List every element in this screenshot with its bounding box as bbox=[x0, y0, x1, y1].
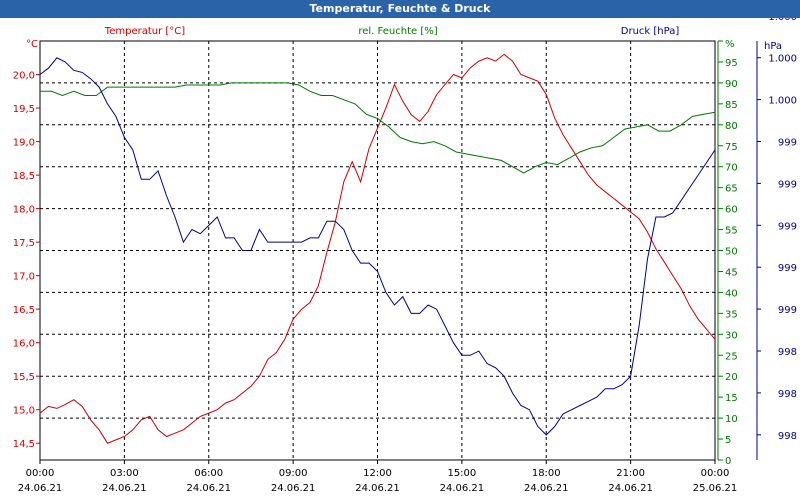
temp-tick-label: 14,5 bbox=[13, 439, 35, 450]
humidity-tick-label: 95 bbox=[725, 58, 738, 69]
temp-tick-label: 19,0 bbox=[13, 138, 35, 149]
x-tick-label: 03:00 bbox=[110, 468, 139, 479]
x-date-label: 24.06.21 bbox=[186, 483, 231, 494]
temp-legend: Temperatur [°C] bbox=[104, 26, 185, 37]
x-date-label: 24.06.21 bbox=[18, 483, 63, 494]
humidity-tick-label: 20 bbox=[725, 372, 738, 383]
pressure-legend: Druck [hPa] bbox=[621, 26, 680, 37]
humidity-tick-label: 15 bbox=[725, 393, 738, 404]
humidity-tick-label: 5 bbox=[725, 435, 731, 446]
x-date-label: 24.06.21 bbox=[608, 483, 653, 494]
pressure-tick-label: 998 bbox=[778, 389, 797, 400]
x-tick-label: 00:00 bbox=[701, 468, 730, 479]
pressure-unit-label: hPa bbox=[764, 41, 782, 52]
humidity-tick-label: 35 bbox=[725, 309, 738, 320]
temp-tick-label: 16,0 bbox=[13, 339, 35, 350]
pressure-tick-label: 1.000 bbox=[768, 54, 797, 65]
x-date-label: 24.06.21 bbox=[102, 483, 147, 494]
x-tick-label: 12:00 bbox=[363, 468, 392, 479]
temp-unit-label: °C bbox=[26, 39, 38, 50]
x-tick-label: 09:00 bbox=[279, 468, 308, 479]
temp-tick-label: 17,5 bbox=[13, 238, 35, 249]
x-date-label: 24.06.21 bbox=[271, 483, 316, 494]
temp-tick-label: 15,0 bbox=[13, 406, 35, 417]
humidity-tick-label: 55 bbox=[725, 226, 738, 237]
series-line-humidity bbox=[40, 82, 716, 174]
x-tick-label: 06:00 bbox=[194, 468, 223, 479]
x-date-label: 24.06.21 bbox=[440, 483, 485, 494]
humidity-tick-label: 65 bbox=[725, 184, 738, 195]
temp-tick-label: 18,5 bbox=[13, 171, 35, 182]
temp-tick-label: 19,5 bbox=[13, 104, 35, 115]
pressure-tick-label: 1.000 bbox=[768, 96, 797, 107]
x-date-label: 25.06.21 bbox=[693, 483, 738, 494]
pressure-tick-label: 999 bbox=[778, 263, 797, 274]
humidity-tick-label: 50 bbox=[725, 247, 738, 258]
humidity-tick-label: 60 bbox=[725, 205, 738, 216]
humidity-tick-label: 85 bbox=[725, 100, 738, 111]
x-tick-label: 00:00 bbox=[26, 468, 55, 479]
temp-tick-label: 16,5 bbox=[13, 305, 35, 316]
pressure-tick-label: 998 bbox=[778, 347, 797, 358]
pressure-tick-label: 1.000 bbox=[768, 18, 797, 23]
series-line-pressure bbox=[39, 57, 716, 436]
humidity-tick-label: 90 bbox=[725, 79, 738, 90]
temp-tick-label: 15,5 bbox=[13, 372, 35, 383]
x-tick-label: 18:00 bbox=[532, 468, 561, 479]
x-tick-label: 21:00 bbox=[616, 468, 645, 479]
humidity-tick-label: 10 bbox=[725, 414, 738, 425]
x-date-label: 24.06.21 bbox=[524, 483, 569, 494]
temp-tick-label: 17,0 bbox=[13, 272, 35, 283]
humidity-tick-label: 45 bbox=[725, 267, 738, 278]
humidity-tick-label: 0 bbox=[725, 456, 731, 467]
humidity-unit-label: % bbox=[725, 39, 735, 50]
x-date-label: 24.06.21 bbox=[355, 483, 400, 494]
humidity-tick-label: 25 bbox=[725, 351, 738, 362]
temp-tick-label: 18,0 bbox=[13, 205, 35, 216]
humidity-tick-label: 80 bbox=[725, 121, 738, 132]
pressure-tick-label: 999 bbox=[778, 179, 797, 190]
temp-tick-label: 20,0 bbox=[13, 71, 35, 82]
series-line-temperature bbox=[39, 53, 716, 444]
humidity-tick-label: 70 bbox=[725, 163, 738, 174]
window-title: Temperatur, Feuchte & Druck bbox=[0, 0, 800, 18]
chart-svg: 00:00 24.06.21 03:00 24.06.21 06:00 24.06.21 0… bbox=[13, 18, 797, 494]
humidity-tick-label: 40 bbox=[725, 288, 738, 299]
pressure-tick-label: 999 bbox=[778, 221, 797, 232]
humidity-legend: rel. Feuchte [%] bbox=[358, 26, 437, 37]
pressure-tick-label: 999 bbox=[778, 138, 797, 149]
humidity-tick-label: 75 bbox=[725, 142, 738, 153]
pressure-tick-label: 999 bbox=[778, 305, 797, 316]
x-tick-label: 15:00 bbox=[447, 468, 476, 479]
humidity-tick-label: 30 bbox=[725, 330, 738, 341]
pressure-tick-label: 998 bbox=[778, 431, 797, 442]
